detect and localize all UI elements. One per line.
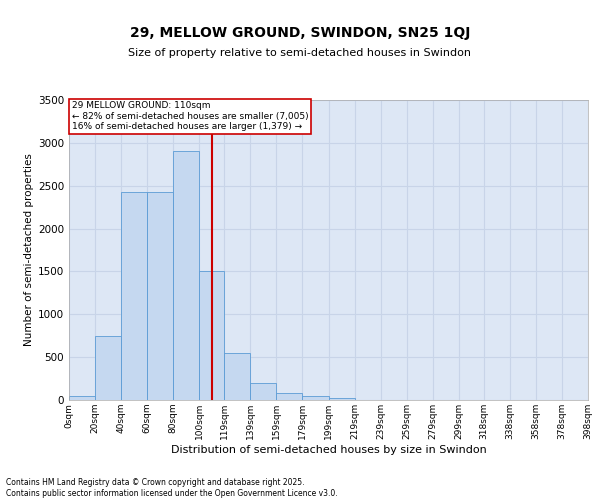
Bar [329, 398, 355, 400]
Text: 29, MELLOW GROUND, SWINDON, SN25 1QJ: 29, MELLOW GROUND, SWINDON, SN25 1QJ [130, 26, 470, 40]
Text: 29 MELLOW GROUND: 110sqm
← 82% of semi-detached houses are smaller (7,005)
16% o: 29 MELLOW GROUND: 110sqm ← 82% of semi-d… [71, 102, 308, 132]
Bar [277, 393, 302, 400]
Bar [95, 336, 121, 400]
Text: Size of property relative to semi-detached houses in Swindon: Size of property relative to semi-detach… [128, 48, 472, 58]
X-axis label: Distribution of semi-detached houses by size in Swindon: Distribution of semi-detached houses by … [170, 444, 487, 454]
Bar [250, 383, 277, 400]
Bar [173, 152, 199, 400]
Bar [302, 396, 329, 400]
Bar [69, 396, 95, 400]
Text: Contains HM Land Registry data © Crown copyright and database right 2025.
Contai: Contains HM Land Registry data © Crown c… [6, 478, 338, 498]
Bar [224, 353, 250, 400]
Bar [121, 192, 147, 400]
Y-axis label: Number of semi-detached properties: Number of semi-detached properties [24, 154, 34, 346]
Bar [147, 192, 173, 400]
Bar [199, 272, 224, 400]
